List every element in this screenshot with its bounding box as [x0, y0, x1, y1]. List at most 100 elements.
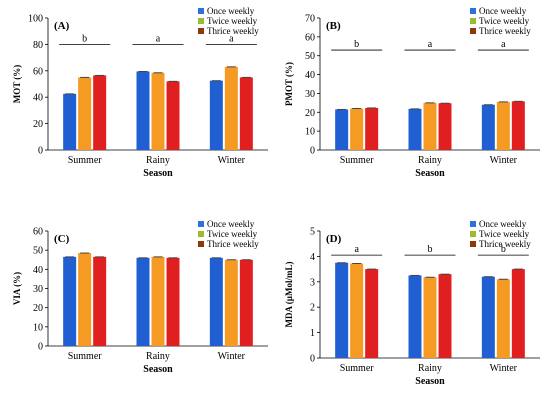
- bar-summer-series-1: [335, 109, 349, 150]
- y-tick-label: 5: [310, 227, 315, 238]
- y-tick-label: 10: [305, 127, 315, 138]
- y-tick-label: 30: [33, 284, 43, 295]
- bar-winter-series-3: [511, 269, 525, 358]
- bar-rainy-series-2: [423, 102, 437, 150]
- bar-winter-series-3: [511, 101, 525, 150]
- legend-label: Twice weekly: [479, 16, 530, 26]
- chart-panel-4: 0 1 2 3 4 5 Summer Rainy Winter Season MDA (µMol/m…: [284, 219, 540, 387]
- legend-swatch: [198, 241, 204, 247]
- y-tick-label: 70: [305, 14, 315, 25]
- x-tick-label: Rainy: [146, 351, 170, 362]
- y-tick-label: 0: [310, 146, 315, 157]
- bar-summer-series-3: [93, 256, 107, 346]
- x-tick-label: Winter: [218, 155, 246, 166]
- significance-letter: b: [501, 244, 506, 255]
- y-tick-label: 3: [310, 277, 315, 288]
- bar-rainy-series-1: [136, 257, 150, 346]
- y-tick-label: 60: [33, 66, 43, 77]
- x-tick-label: Summer: [68, 351, 103, 362]
- bar-winter-series-1: [209, 257, 223, 346]
- bar-rainy-series-2: [423, 277, 437, 358]
- significance-letter: a: [354, 244, 359, 255]
- x-tick-label: Rainy: [146, 155, 170, 166]
- legend-label: Twice weekly: [479, 229, 530, 239]
- legend-label: Once weekly: [207, 219, 255, 229]
- panel-label: (C): [54, 233, 70, 245]
- bar-rainy-series-2: [151, 72, 165, 150]
- bar-summer-series-3: [365, 269, 379, 358]
- bar-summer-series-1: [335, 262, 349, 358]
- bar-rainy-series-2: [151, 256, 165, 346]
- legend-swatch: [470, 231, 476, 237]
- y-tick-label: 1: [310, 328, 315, 339]
- bar-summer-series-2: [78, 77, 92, 150]
- legend-label: Once weekly: [479, 6, 527, 16]
- y-tick-label: 20: [305, 108, 315, 119]
- y-tick-label: 40: [305, 70, 315, 81]
- y-tick-label: 100: [28, 14, 43, 25]
- x-tick-label: Winter: [490, 155, 518, 166]
- x-tick-label: Summer: [340, 363, 375, 374]
- legend-swatch: [470, 221, 476, 227]
- x-tick-label: Winter: [490, 363, 518, 374]
- legend-label: Twice weekly: [207, 229, 258, 239]
- significance-letter: b: [354, 39, 359, 50]
- legend-label: Thrice weekly: [207, 239, 259, 249]
- legend-swatch: [198, 231, 204, 237]
- y-axis-title: MOT (%): [12, 65, 22, 104]
- significance-letter: b: [82, 33, 87, 44]
- significance-letter: b: [428, 244, 433, 255]
- bar-rainy-series-3: [166, 81, 180, 150]
- y-tick-label: 60: [305, 32, 315, 43]
- x-axis-title: Season: [415, 168, 445, 179]
- y-axis-title: MDA (µMol/mL): [284, 262, 294, 328]
- legend-label: Thrice weekly: [479, 26, 531, 36]
- significance-letter: a: [156, 33, 161, 44]
- y-tick-label: 50: [33, 246, 43, 257]
- chart-panel-1: 0 20 40 60 80 100 Summer Rainy Winter Season MOT (…: [12, 6, 268, 179]
- x-tick-label: Summer: [68, 155, 103, 166]
- bar-rainy-series-3: [438, 274, 452, 358]
- legend-swatch: [470, 28, 476, 34]
- y-tick-label: 40: [33, 265, 43, 276]
- significance-letter: a: [229, 33, 234, 44]
- legend-swatch: [470, 18, 476, 24]
- bar-summer-series-1: [63, 256, 77, 346]
- legend-swatch: [470, 241, 476, 247]
- legend-swatch: [198, 221, 204, 227]
- bar-winter-series-1: [209, 80, 223, 150]
- y-tick-label: 20: [33, 303, 43, 314]
- bar-winter-series-1: [481, 104, 495, 150]
- bar-summer-series-3: [93, 75, 107, 150]
- legend-label: Twice weekly: [207, 16, 258, 26]
- bar-winter-series-1: [481, 276, 495, 358]
- bar-summer-series-2: [350, 108, 364, 150]
- x-tick-label: Rainy: [418, 363, 442, 374]
- y-axis-title: VIA (%): [12, 272, 22, 305]
- legend-swatch: [198, 18, 204, 24]
- legend-label: Thrice weekly: [207, 26, 259, 36]
- bar-rainy-series-1: [136, 71, 150, 150]
- bar-summer-series-3: [365, 107, 379, 150]
- bar-summer-series-1: [63, 93, 77, 150]
- panel-label: (D): [326, 233, 342, 245]
- bar-rainy-series-3: [438, 103, 452, 150]
- y-tick-label: 80: [33, 40, 43, 51]
- bar-summer-series-2: [350, 263, 364, 358]
- x-axis-title: Season: [143, 168, 173, 179]
- y-tick-label: 40: [33, 93, 43, 104]
- legend-label: Once weekly: [207, 6, 255, 16]
- y-tick-label: 50: [305, 51, 315, 62]
- y-tick-label: 2: [310, 303, 315, 314]
- legend-swatch: [470, 8, 476, 14]
- chart-panel-3: 0 10 20 30 40 50 60 Summer Rainy Winter Season VIA …: [12, 219, 268, 375]
- y-tick-label: 60: [33, 227, 43, 238]
- bar-rainy-series-3: [166, 257, 180, 346]
- x-tick-label: Summer: [340, 155, 375, 166]
- significance-letter: a: [501, 39, 506, 50]
- panel-label: (A): [54, 20, 70, 32]
- panel-label: (B): [326, 20, 341, 32]
- legend-label: Thrice weekly: [479, 239, 531, 249]
- y-tick-label: 10: [33, 322, 43, 333]
